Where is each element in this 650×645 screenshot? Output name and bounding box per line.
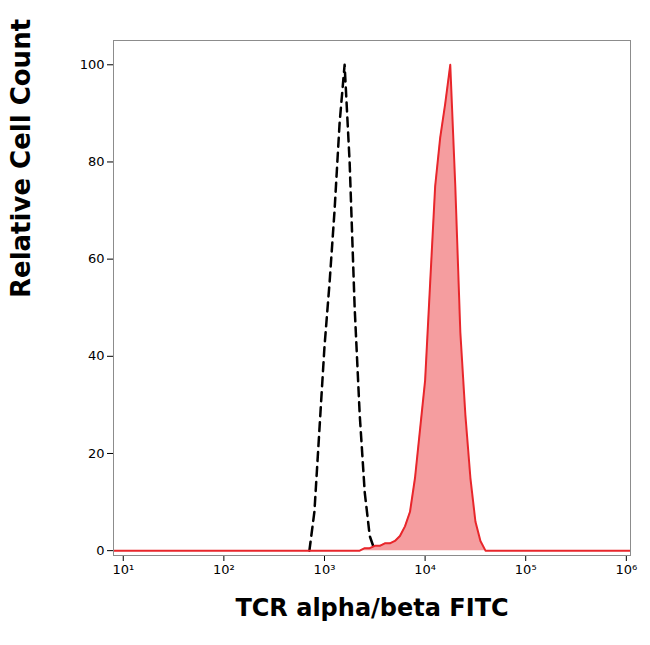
svg-text:10⁴: 10⁴ [414,562,436,577]
svg-text:10¹: 10¹ [112,562,134,577]
svg-text:40: 40 [88,348,105,363]
svg-text:60: 60 [88,251,105,266]
svg-text:20: 20 [88,446,105,461]
svg-text:Relative Cell Count: Relative Cell Count [6,19,36,298]
svg-text:10⁶: 10⁶ [615,562,637,577]
svg-text:100: 100 [80,57,105,72]
svg-text:10³: 10³ [314,562,336,577]
svg-text:10⁵: 10⁵ [515,562,537,577]
svg-text:10²: 10² [213,562,235,577]
svg-text:TCR alpha/beta FITC: TCR alpha/beta FITC [235,594,508,622]
svg-text:80: 80 [88,154,105,169]
svg-text:0: 0 [96,543,104,558]
